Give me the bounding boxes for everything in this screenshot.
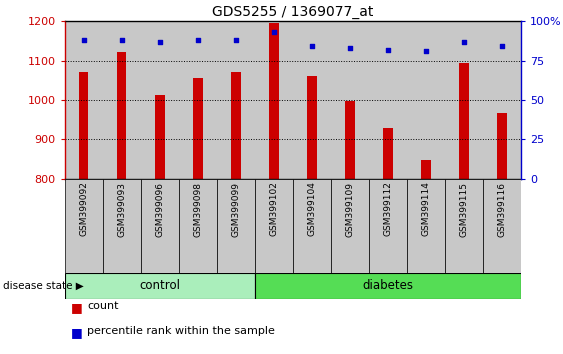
Bar (254, 179, 293, 273)
Text: GSM399114: GSM399114 (421, 182, 430, 236)
Text: GSM399092: GSM399092 (79, 182, 88, 236)
Point (231, 37, 240, 43)
Bar (483, 21, 521, 179)
Bar (179, 21, 217, 179)
Bar (407, 21, 445, 179)
Point (345, 45, 354, 51)
Text: control: control (139, 279, 180, 292)
Bar (307, 76, 316, 179)
Bar (217, 21, 254, 179)
Bar (254, 273, 521, 299)
Bar (155, 95, 164, 179)
Text: GSM399115: GSM399115 (459, 182, 468, 236)
Title: GDS5255 / 1369077_at: GDS5255 / 1369077_at (212, 5, 373, 19)
Text: percentile rank within the sample: percentile rank within the sample (87, 326, 275, 336)
Bar (293, 179, 331, 273)
Bar (65, 21, 103, 179)
Bar (65, 179, 103, 273)
Point (269, 29, 278, 35)
Bar (483, 21, 521, 179)
Point (421, 48, 430, 54)
Bar (193, 78, 203, 179)
Bar (369, 179, 406, 273)
Text: ■: ■ (70, 301, 82, 314)
Bar (65, 21, 103, 179)
Text: GSM399099: GSM399099 (231, 182, 240, 236)
Text: GSM399109: GSM399109 (345, 182, 354, 236)
Bar (483, 179, 521, 273)
Text: count: count (87, 301, 119, 311)
Bar (269, 23, 279, 179)
Bar (217, 21, 254, 179)
Bar (254, 21, 293, 179)
Bar (103, 21, 141, 179)
Point (307, 44, 316, 49)
Bar (369, 21, 406, 179)
Bar (445, 21, 483, 179)
Bar (117, 52, 127, 179)
Bar (179, 179, 217, 273)
Bar (179, 21, 217, 179)
Bar (217, 179, 254, 273)
Bar (141, 21, 179, 179)
Point (497, 44, 506, 49)
Text: ■: ■ (70, 326, 82, 339)
Text: GSM399116: GSM399116 (497, 182, 506, 236)
Text: GSM399112: GSM399112 (383, 182, 392, 236)
Bar (141, 21, 179, 179)
Text: disease state ▶: disease state ▶ (3, 281, 83, 291)
Bar (445, 21, 483, 179)
Text: GSM399102: GSM399102 (269, 182, 278, 236)
Bar (141, 179, 179, 273)
Bar (254, 21, 293, 179)
Bar (407, 21, 445, 179)
Text: diabetes: diabetes (362, 279, 413, 292)
Text: GSM399096: GSM399096 (155, 182, 164, 236)
Bar (331, 21, 369, 179)
Point (383, 47, 392, 52)
Bar (293, 21, 331, 179)
Bar (383, 127, 392, 179)
Bar (331, 179, 369, 273)
Text: GSM399104: GSM399104 (307, 182, 316, 236)
Bar (421, 160, 431, 179)
Bar (293, 21, 331, 179)
Point (79, 37, 88, 43)
Bar (407, 179, 445, 273)
Bar (65, 273, 254, 299)
Point (459, 39, 468, 45)
Bar (103, 21, 141, 179)
Bar (103, 179, 141, 273)
Bar (331, 21, 369, 179)
Bar (345, 101, 355, 179)
Bar (445, 179, 483, 273)
Point (193, 37, 202, 43)
Bar (497, 113, 507, 179)
Bar (459, 63, 468, 179)
Point (117, 37, 126, 43)
Bar (369, 21, 406, 179)
Bar (79, 73, 88, 179)
Bar (231, 73, 240, 179)
Point (155, 39, 164, 45)
Text: GSM399093: GSM399093 (117, 182, 126, 236)
Text: GSM399098: GSM399098 (193, 182, 202, 236)
